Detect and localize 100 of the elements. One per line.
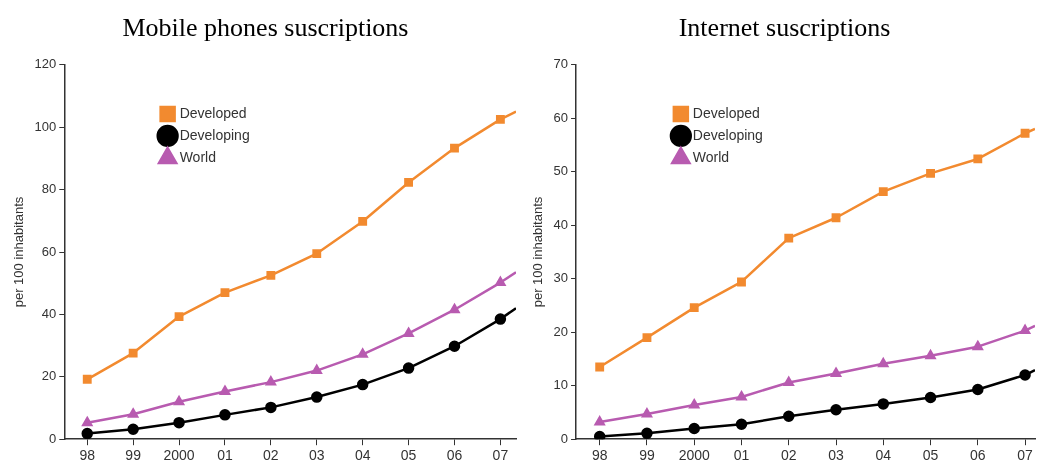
y-tick-label: 0 — [49, 430, 57, 446]
point — [595, 362, 605, 372]
point — [358, 216, 368, 226]
legend-label: Developing — [692, 126, 763, 143]
x-tick-label: 02 — [263, 447, 279, 464]
point — [642, 333, 652, 343]
y-tick-label: 40 — [553, 216, 569, 232]
legend-label: Developing — [179, 126, 250, 143]
x-tick-label: 05 — [922, 447, 939, 464]
y-tick-label: 120 — [34, 56, 57, 72]
x-tick-label: 02 — [780, 447, 797, 464]
x-tick-label: 04 — [875, 447, 892, 464]
point — [357, 348, 368, 358]
y-tick-label: 80 — [41, 181, 57, 197]
point — [641, 408, 653, 418]
point — [1019, 324, 1031, 335]
x-tick-label: 03 — [308, 447, 325, 464]
point — [689, 303, 699, 313]
point — [926, 168, 935, 178]
point — [925, 350, 936, 360]
y-axis-title: per 100 inhabitants — [530, 196, 546, 308]
legend-label: Developed — [179, 104, 247, 121]
y-tick-label: 50 — [553, 163, 569, 179]
point — [404, 177, 414, 187]
point — [403, 327, 414, 337]
point — [448, 340, 461, 352]
point — [641, 427, 653, 440]
point — [831, 213, 841, 223]
point — [312, 249, 322, 258]
x-tick-label: 98 — [79, 447, 96, 464]
x-tick-label: 2000 — [678, 447, 710, 464]
point — [784, 233, 794, 243]
chart-title: Internet suscriptions — [677, 12, 892, 44]
x-tick-label: 03 — [828, 447, 845, 464]
point — [82, 374, 92, 384]
point — [219, 409, 231, 421]
point — [973, 154, 983, 164]
point — [972, 383, 984, 396]
x-tick-label: 99 — [125, 447, 142, 464]
point — [219, 385, 231, 395]
x-tick-label: 07 — [492, 447, 509, 464]
x-tick-label: 06 — [446, 447, 463, 464]
y-axis-title: per 100 inhabitants — [11, 196, 27, 308]
y-tick-label: 100 — [34, 118, 57, 134]
point — [593, 430, 606, 440]
x-tick-label: 01 — [733, 447, 750, 464]
y-tick-label: 30 — [553, 270, 569, 286]
point — [82, 416, 93, 427]
point — [735, 418, 748, 430]
y-tick-label: 20 — [553, 323, 569, 339]
point — [81, 427, 93, 440]
point — [830, 404, 842, 416]
point — [174, 312, 184, 322]
point — [924, 391, 937, 404]
point — [877, 398, 890, 410]
y-tick-label: 60 — [41, 243, 57, 259]
legend-label: Developed — [692, 104, 760, 121]
point — [265, 376, 277, 386]
point — [173, 396, 185, 406]
x-tick-label: 98 — [591, 447, 608, 464]
x-tick-label: 99 — [639, 447, 655, 464]
x-tick-label: 01 — [217, 447, 233, 464]
point — [689, 399, 700, 409]
point — [356, 378, 369, 391]
point — [688, 422, 700, 435]
point — [878, 358, 889, 368]
point — [594, 416, 605, 426]
x-tick-label: 05 — [400, 447, 417, 464]
point — [128, 348, 138, 358]
point — [495, 276, 506, 287]
point — [1020, 128, 1030, 138]
x-tick-label: 04 — [354, 447, 371, 464]
y-tick-label: 70 — [553, 56, 569, 72]
y-tick-label: 20 — [41, 368, 57, 384]
point — [266, 270, 276, 280]
point — [311, 391, 323, 403]
point — [402, 362, 415, 374]
x-tick-label: 07 — [1017, 447, 1034, 464]
y-tick-label: 10 — [553, 377, 569, 393]
y-tick-label: 40 — [41, 305, 57, 321]
point — [450, 143, 459, 153]
point — [972, 340, 983, 351]
point — [783, 376, 794, 387]
legend-label: World — [179, 148, 216, 165]
point — [127, 423, 139, 435]
y-tick-label: 0 — [560, 430, 569, 446]
y-tick-label: 60 — [553, 109, 569, 125]
x-tick-label: 2000 — [163, 447, 195, 464]
point — [1019, 369, 1031, 381]
point — [311, 364, 322, 375]
point — [220, 288, 230, 297]
point — [494, 313, 507, 325]
chart-title: Mobile phones suscriptions — [121, 12, 410, 44]
point — [128, 408, 139, 418]
legend-label: World — [692, 148, 730, 165]
point — [173, 416, 185, 429]
point — [736, 391, 747, 401]
point — [449, 303, 460, 314]
point — [783, 410, 795, 422]
point — [830, 367, 842, 377]
